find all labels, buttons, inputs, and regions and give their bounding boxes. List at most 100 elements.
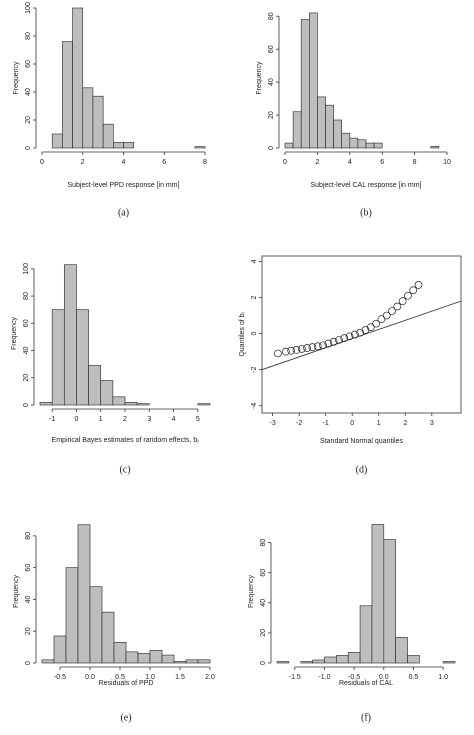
bar	[137, 653, 151, 664]
caption: (b)	[360, 207, 372, 218]
point	[308, 343, 317, 351]
point	[340, 334, 349, 342]
x-axis-label-text: Subject-level PPD response [in mm]	[67, 182, 179, 189]
bar	[89, 586, 103, 664]
y-tick-label: 60	[23, 319, 30, 327]
x-axis-label-text: Empirical Bayes estimates of random effe…	[52, 437, 198, 444]
x-tick-label: 0.0	[379, 674, 389, 681]
x-tick-label: 4	[172, 416, 176, 423]
x-tick-label: 1	[377, 420, 381, 427]
x-tick-label: 10	[443, 159, 451, 166]
y-tick-label: 20	[25, 627, 32, 635]
bar	[149, 649, 163, 664]
y-axis-label: Quantiles of bi	[239, 312, 247, 356]
bar	[41, 659, 55, 664]
x-tick-label: 2	[123, 416, 127, 423]
x-tick-label: 6	[380, 159, 384, 166]
x-axis-label-text: Standard Normal quantiles	[320, 438, 403, 445]
bar	[383, 539, 396, 664]
bar	[197, 659, 211, 664]
y-tick-label: -2	[251, 366, 258, 372]
bar	[101, 611, 115, 664]
bar	[336, 655, 349, 664]
y-tick-label: 4	[251, 259, 258, 263]
point	[372, 319, 380, 328]
y-axis-label-subscript: i	[241, 312, 247, 313]
x-tick-label: -1	[323, 420, 329, 427]
point	[388, 307, 396, 315]
y-tick-label: 80	[23, 292, 30, 300]
x-axis-label: Empirical Bayes estimates of random effe…	[52, 437, 199, 445]
point	[282, 347, 290, 356]
bar	[371, 524, 385, 664]
y-tick-label: 0	[260, 661, 267, 665]
bar	[76, 309, 89, 406]
y-tick-label: 40	[268, 78, 275, 86]
bar	[161, 654, 175, 664]
bar	[430, 146, 440, 149]
caption: (a)	[118, 207, 129, 218]
bar	[63, 264, 77, 406]
caption: (d)	[356, 464, 368, 475]
point	[292, 345, 301, 354]
y-tick-label: 80	[260, 539, 267, 547]
y-tick-label: 0	[251, 332, 258, 336]
point	[351, 330, 359, 339]
y-axis-label: Frequency	[256, 61, 263, 95]
bar	[395, 637, 408, 664]
bar	[65, 567, 79, 664]
point	[297, 345, 306, 353]
point	[274, 349, 282, 358]
bar	[197, 403, 211, 406]
y-tick-label: 80	[25, 32, 32, 40]
bar	[102, 123, 114, 149]
bar	[88, 365, 102, 406]
y-tick-label: 20	[268, 111, 275, 119]
bar	[341, 132, 351, 149]
bar	[125, 651, 139, 664]
y-tick-label: 40	[23, 347, 30, 355]
bar	[124, 401, 138, 406]
y-tick-label: 60	[25, 564, 32, 572]
x-tick-label: 0	[350, 420, 354, 427]
point	[377, 315, 386, 324]
x-tick-label: 2.0	[205, 674, 215, 681]
y-axis-label: Frequency	[11, 316, 18, 350]
bar	[317, 96, 326, 149]
x-tick-label: -3	[269, 420, 275, 427]
bar	[185, 659, 199, 664]
x-tick-label: 5	[196, 416, 200, 423]
bar	[349, 137, 359, 149]
x-tick-label: 1.0	[438, 674, 448, 681]
bar	[62, 41, 73, 149]
y-tick-label: 60	[260, 569, 267, 577]
bar	[292, 111, 302, 149]
x-tick-label: 2	[403, 420, 407, 427]
bar	[333, 119, 343, 149]
y-axis-label-text: Frequency	[256, 61, 263, 95]
point	[404, 291, 412, 300]
x-tick-label: -0.5	[348, 674, 360, 681]
x-axis-label: Residuals of CAL	[339, 680, 393, 687]
y-tick-label: 40	[25, 595, 32, 603]
y-tick-label: 0	[23, 403, 30, 407]
x-tick-label: 3	[147, 416, 151, 423]
x-tick-label: 0	[40, 159, 44, 166]
x-axis-label-text: Residuals of PPD	[99, 680, 154, 687]
y-tick-label: -4	[251, 403, 258, 409]
x-tick-label: 4	[122, 159, 126, 166]
point	[361, 326, 370, 334]
bar	[300, 19, 310, 149]
y-axis-label-text: Frequency	[13, 574, 20, 608]
bar	[407, 655, 420, 664]
x-axis-label: Standard Normal quantiles	[320, 438, 403, 445]
bar	[51, 309, 65, 406]
bar	[113, 142, 124, 149]
bar	[347, 652, 361, 664]
bar	[357, 139, 367, 149]
y-tick-label: 80	[268, 12, 275, 20]
y-tick-label: 20	[25, 116, 32, 124]
y-tick-label: 100	[23, 263, 30, 275]
x-tick-label: 0.5	[409, 674, 419, 681]
